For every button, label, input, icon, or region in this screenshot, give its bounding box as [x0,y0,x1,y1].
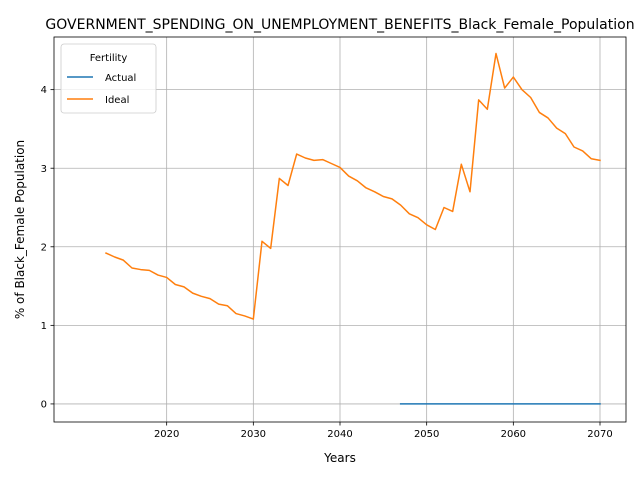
chart-title: GOVERNMENT_SPENDING_ON_UNEMPLOYMENT_BENE… [45,17,634,33]
y-axis-label: % of Black_Female Population [13,140,27,319]
x-tick-label: 2050 [414,429,439,440]
legend-label-ideal: Ideal [105,95,129,106]
series-line-ideal [105,52,601,320]
axis-ticks: 2020 2030 2040 2050 2060 2070 0 1 2 3 4 [41,85,613,440]
legend-box [60,43,157,114]
legend-label-actual: Actual [105,73,136,84]
x-tick-label: 2070 [587,429,612,440]
y-tick-label: 0 [41,400,47,411]
y-tick-label: 4 [41,85,47,96]
x-tick-label: 2020 [154,429,179,440]
legend-title: Fertility [90,53,128,64]
series-lines [105,52,601,405]
x-tick-label: 2060 [501,429,526,440]
y-tick-label: 3 [41,164,47,175]
x-tick-label: 2030 [241,429,266,440]
x-axis-label: Years [323,451,356,465]
y-tick-label: 2 [41,242,47,253]
legend: Fertility Actual Ideal [60,43,157,114]
x-tick-label: 2040 [327,429,352,440]
y-tick-label: 1 [41,321,47,332]
